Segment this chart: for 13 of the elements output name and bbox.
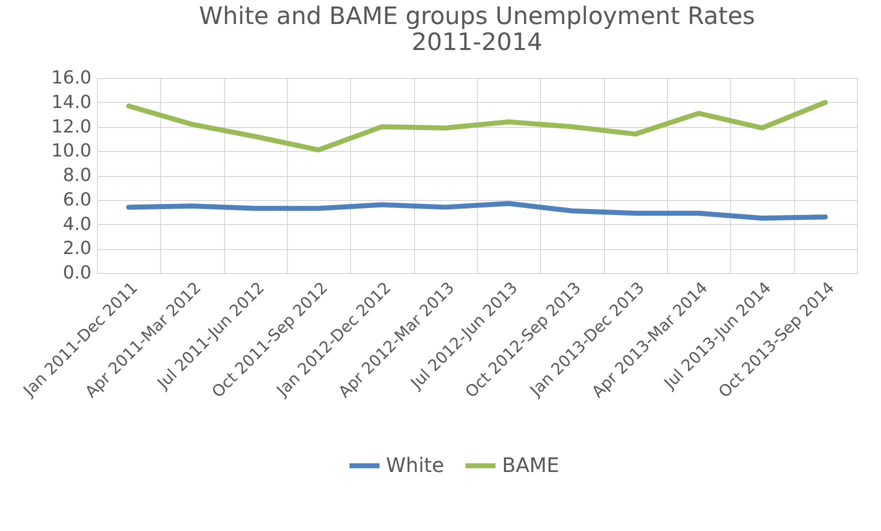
y-tick-label: 4.0 [62, 214, 92, 235]
y-tick-label: 0.0 [62, 262, 92, 284]
y-tick-label: 14.0 [51, 92, 92, 113]
text: 2011-2014 [412, 28, 542, 56]
y-tick-label: 2.0 [62, 238, 92, 260]
y-tick-label: 16.0 [51, 68, 92, 88]
legend-label: White [386, 452, 444, 477]
legend-label: BAME [502, 452, 560, 477]
y-tick-label: 8.0 [62, 165, 92, 186]
text: White and BAME groups Unemployment Rates [198, 2, 756, 30]
y-tick-label: 6.0 [62, 189, 92, 210]
y-tick-label: 10.0 [51, 140, 92, 162]
y-tick-label: 12.0 [51, 116, 92, 138]
